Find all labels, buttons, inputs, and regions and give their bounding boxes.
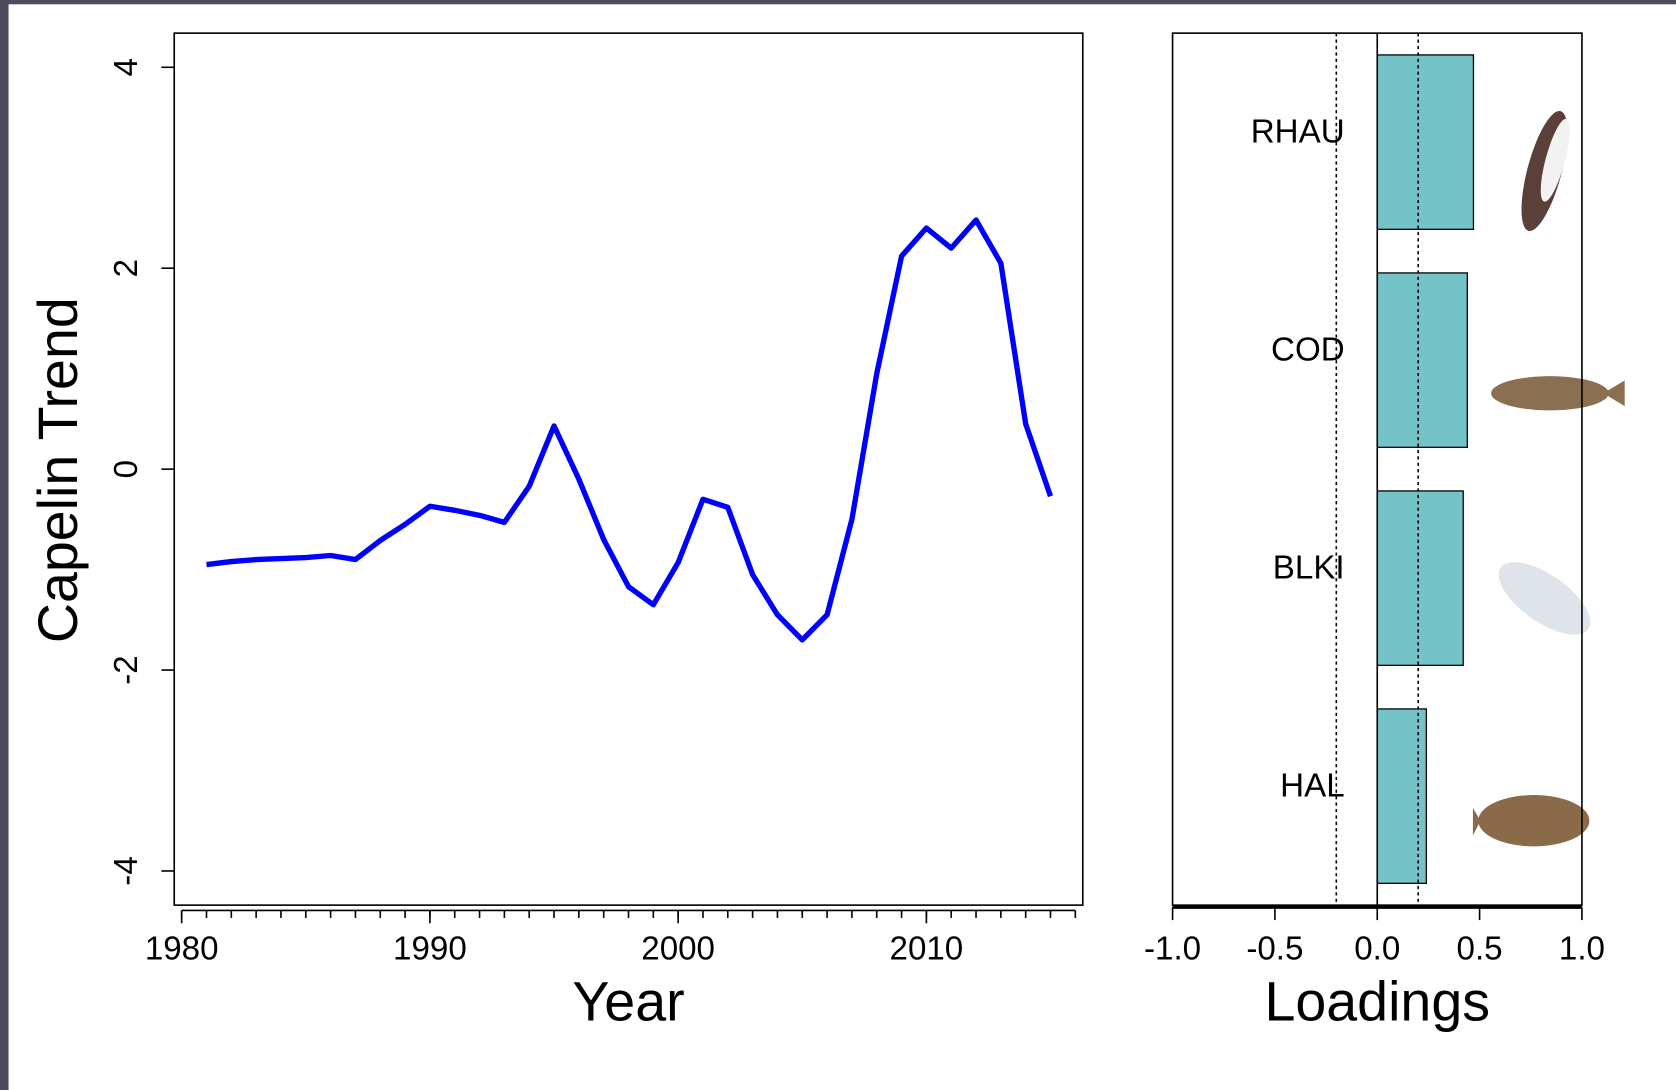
y-tick-label: -2 <box>108 655 145 684</box>
bar <box>1377 55 1473 229</box>
category-label: RHAU <box>1251 113 1345 150</box>
category-label: HAL <box>1280 767 1344 804</box>
bar <box>1377 709 1426 883</box>
x-tick-label: 0.0 <box>1354 931 1400 968</box>
x-tick-label: 2000 <box>641 931 715 968</box>
cod-icon <box>1491 376 1609 410</box>
x-axis-label: Loadings <box>1264 971 1490 1033</box>
x-tick-label: 1980 <box>145 931 219 968</box>
y-tick-label: -4 <box>108 856 145 885</box>
halibut-icon <box>1478 795 1589 846</box>
chart: -4 -2 0 2 4 1980 1990 2000 2010 Year Capelin Trend… <box>0 0 1676 1090</box>
page: {"chart_data":[ {"type":"line","ylabel":… <box>0 0 1676 1090</box>
y-axis-label: Capelin Trend <box>27 297 89 643</box>
category-label: COD <box>1271 331 1345 368</box>
bar <box>1377 273 1467 447</box>
y-tick-label: 0 <box>108 460 145 478</box>
x-tick-label: -0.5 <box>1246 931 1303 968</box>
y-tick-label: 4 <box>108 58 145 76</box>
x-tick-label: -1.0 <box>1144 931 1201 968</box>
y-tick-label: 2 <box>108 259 145 277</box>
x-tick-label: 1.0 <box>1559 931 1605 968</box>
category-label: BLKI <box>1273 549 1345 586</box>
x-tick-label: 1990 <box>393 931 467 968</box>
bar <box>1377 491 1463 665</box>
x-tick-label: 2010 <box>890 931 964 968</box>
x-tick-label: 0.5 <box>1457 931 1503 968</box>
x-axis-label: Year <box>572 971 684 1033</box>
